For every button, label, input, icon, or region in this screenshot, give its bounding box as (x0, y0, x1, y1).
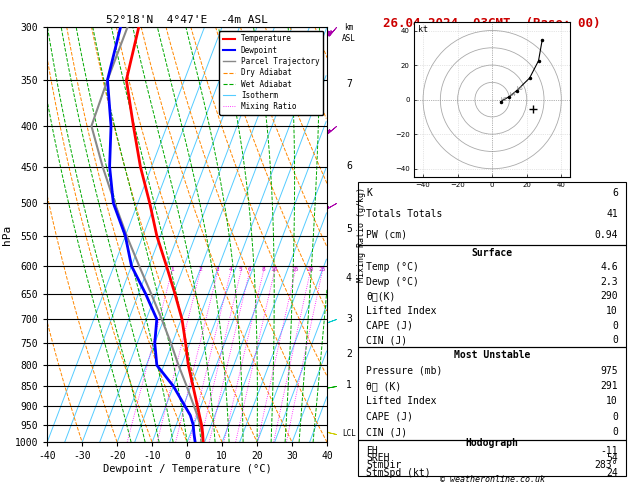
Text: 283°: 283° (594, 460, 618, 470)
Text: 2: 2 (346, 349, 352, 359)
Title: 52°18'N  4°47'E  -4m ASL: 52°18'N 4°47'E -4m ASL (106, 15, 268, 25)
Text: km
ASL: km ASL (342, 23, 356, 43)
Text: CAPE (J): CAPE (J) (366, 412, 413, 422)
Text: -11: -11 (601, 446, 618, 456)
Text: θᴇ(K): θᴇ(K) (366, 292, 396, 301)
Text: 291: 291 (601, 381, 618, 391)
Text: 6: 6 (346, 161, 352, 171)
Text: SREH: SREH (366, 453, 390, 463)
Text: 15: 15 (291, 267, 299, 272)
Text: k6: k6 (516, 86, 523, 91)
Text: Totals Totals: Totals Totals (366, 209, 443, 219)
Text: 0: 0 (612, 427, 618, 437)
Text: 6: 6 (248, 267, 252, 272)
Text: 0: 0 (612, 321, 618, 330)
Text: CAPE (J): CAPE (J) (366, 321, 413, 330)
Text: 0: 0 (612, 412, 618, 422)
Text: 1: 1 (170, 267, 174, 272)
Y-axis label: hPa: hPa (2, 225, 12, 244)
Text: 10: 10 (270, 267, 278, 272)
Text: 6: 6 (612, 188, 618, 198)
Text: Lifted Index: Lifted Index (366, 306, 437, 316)
Text: Lifted Index: Lifted Index (366, 397, 437, 406)
Bar (358, 182, 626, 245)
Text: 2.3: 2.3 (601, 277, 618, 287)
Text: CIN (J): CIN (J) (366, 335, 408, 345)
Text: 2: 2 (198, 267, 202, 272)
Text: 7: 7 (346, 79, 352, 89)
Text: 0.94: 0.94 (594, 230, 618, 240)
Text: Temp (°C): Temp (°C) (366, 262, 419, 272)
Text: Mixing Ratio (g/kg): Mixing Ratio (g/kg) (357, 187, 366, 282)
Text: 20: 20 (306, 267, 314, 272)
Text: kt: kt (418, 25, 428, 34)
Text: 4.6: 4.6 (601, 262, 618, 272)
Text: 0: 0 (612, 335, 618, 345)
Text: StmSpd (kt): StmSpd (kt) (366, 468, 431, 478)
Text: LCL: LCL (342, 429, 356, 438)
Bar (358, 347, 626, 440)
Text: CIN (J): CIN (J) (366, 427, 408, 437)
Text: 41: 41 (606, 209, 618, 219)
Text: θᴇ (K): θᴇ (K) (366, 381, 401, 391)
Text: PW (cm): PW (cm) (366, 230, 408, 240)
Text: 10: 10 (606, 306, 618, 316)
Text: 4: 4 (229, 267, 233, 272)
Text: © weatheronline.co.uk: © weatheronline.co.uk (440, 474, 545, 484)
Text: 54: 54 (606, 453, 618, 463)
Text: Most Unstable: Most Unstable (454, 350, 530, 360)
Bar (358, 440, 626, 476)
Text: 5: 5 (346, 224, 352, 234)
Text: 5: 5 (239, 267, 243, 272)
Text: EH: EH (366, 446, 378, 456)
Text: Dewp (°C): Dewp (°C) (366, 277, 419, 287)
Legend: Temperature, Dewpoint, Parcel Trajectory, Dry Adiabat, Wet Adiabat, Isotherm, Mi: Temperature, Dewpoint, Parcel Trajectory… (220, 31, 323, 115)
Text: 26.04.2024  03GMT  (Base: 00): 26.04.2024 03GMT (Base: 00) (384, 17, 601, 30)
Text: K: K (366, 188, 372, 198)
Text: Pressure (mb): Pressure (mb) (366, 365, 443, 376)
Text: StmDir: StmDir (366, 460, 401, 470)
Text: 290: 290 (601, 292, 618, 301)
Text: 8: 8 (262, 267, 265, 272)
Text: Hodograph: Hodograph (465, 438, 519, 449)
X-axis label: Dewpoint / Temperature (°C): Dewpoint / Temperature (°C) (103, 464, 272, 474)
Text: 3: 3 (346, 314, 352, 324)
Text: k4: k4 (509, 92, 516, 97)
Text: 1: 1 (346, 381, 352, 390)
Text: 10: 10 (606, 397, 618, 406)
Bar (358, 245, 626, 347)
Text: 3: 3 (216, 267, 220, 272)
Text: k2: k2 (501, 97, 508, 102)
Text: 25: 25 (318, 267, 326, 272)
Text: 975: 975 (601, 365, 618, 376)
Text: 24: 24 (606, 468, 618, 478)
Text: 4: 4 (346, 274, 352, 283)
Text: Surface: Surface (472, 248, 513, 258)
